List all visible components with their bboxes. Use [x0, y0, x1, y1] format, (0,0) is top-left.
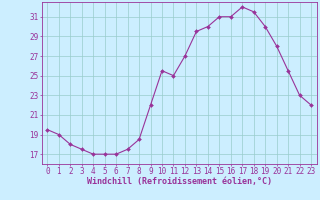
X-axis label: Windchill (Refroidissement éolien,°C): Windchill (Refroidissement éolien,°C) [87, 177, 272, 186]
